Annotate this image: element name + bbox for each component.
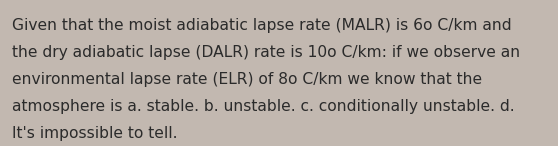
Text: Given that the moist adiabatic lapse rate (MALR) is 6o C/km and: Given that the moist adiabatic lapse rat… [12,18,512,33]
Text: environmental lapse rate (ELR) of 8o C/km we know that the: environmental lapse rate (ELR) of 8o C/k… [12,72,483,87]
Text: It's impossible to tell.: It's impossible to tell. [12,126,178,141]
Text: atmosphere is a. stable. b. unstable. c. conditionally unstable. d.: atmosphere is a. stable. b. unstable. c.… [12,99,515,114]
Text: the dry adiabatic lapse (DALR) rate is 10o C/km: if we observe an: the dry adiabatic lapse (DALR) rate is 1… [12,45,521,60]
